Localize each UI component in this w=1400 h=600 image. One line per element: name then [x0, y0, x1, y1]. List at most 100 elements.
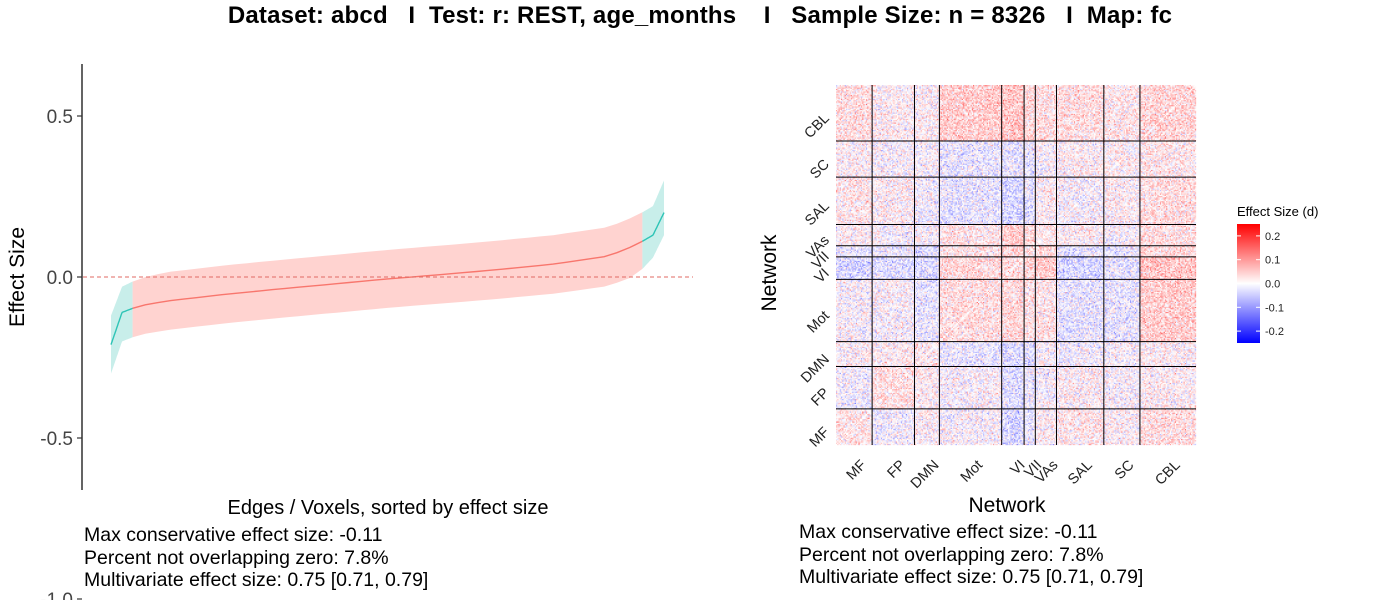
heatmap-cell [836, 441, 837, 442]
heatmap-cell [898, 438, 899, 439]
heatmap-cell [951, 444, 952, 445]
heatmap-cell [962, 441, 963, 442]
heatmap-cell [878, 439, 879, 440]
heatmap-cell [860, 439, 861, 440]
heatmap-cell [917, 438, 918, 439]
heatmap-cell [1098, 441, 1099, 442]
heatmap-cell [924, 440, 925, 441]
heatmap-cell [936, 440, 937, 441]
heatmap-cell [969, 440, 970, 441]
heatmap-cell [1100, 441, 1101, 442]
heatmap-cell [1076, 441, 1077, 442]
heatmap-cell [850, 444, 851, 445]
heatmap-cell [1141, 441, 1142, 442]
heatmap-cell [1109, 444, 1110, 445]
heatmap-cell [876, 443, 877, 444]
heatmap-cell [943, 441, 944, 442]
heatmap-cell [1022, 441, 1023, 442]
heatmap-cell [1063, 441, 1064, 442]
heatmap-cell [929, 443, 930, 444]
heatmap-cell [1084, 444, 1085, 445]
heatmap-cell [897, 441, 898, 442]
heatmap-cell [921, 444, 922, 445]
heatmap-cell [948, 441, 949, 442]
heatmap-cell [995, 440, 996, 441]
heatmap-cell [978, 443, 979, 444]
heatmap-cell [956, 441, 957, 442]
heatmap-cell [909, 444, 910, 445]
heatmap-cell [961, 441, 962, 442]
heatmap-cell [992, 443, 993, 444]
heatmap-cell [1074, 444, 1075, 445]
heatmap-cell [887, 438, 888, 439]
heatmap-cell [1177, 440, 1178, 441]
heatmap-cell [866, 444, 867, 445]
heatmap-cell [988, 439, 989, 440]
heatmap-cell [1165, 443, 1166, 444]
heatmap-cell [1095, 443, 1096, 444]
heatmap-cell [1182, 440, 1183, 441]
heatmap-cell [1069, 440, 1070, 441]
heatmap-cell [865, 439, 866, 440]
heatmap-cell [985, 444, 986, 445]
heatmap-cell [1101, 440, 1102, 441]
heatmap-cell [932, 440, 933, 441]
heatmap-cell [1137, 443, 1138, 444]
heatmap-cell [856, 439, 857, 440]
heatmap-cell [1098, 444, 1099, 445]
heatmap-cell [853, 438, 854, 439]
heatmap-cell [1151, 440, 1152, 441]
heatmap-cell [1177, 441, 1178, 442]
heatmap-cell [963, 443, 964, 444]
heatmap-cell [961, 443, 962, 444]
heatmap-cell [1157, 439, 1158, 440]
heatmap-cell [1191, 444, 1192, 445]
heatmap-cell [972, 441, 973, 442]
heatmap-cell [867, 441, 868, 442]
heatmap-cell [912, 440, 913, 441]
heatmap-cell [921, 441, 922, 442]
heatmap-cell [1027, 444, 1028, 445]
heatmap-cell [1160, 443, 1161, 444]
heatmap-cell [900, 443, 901, 444]
heatmap-cell [1179, 439, 1180, 440]
heatmap-cell [1160, 439, 1161, 440]
heatmap-cell [873, 438, 874, 439]
heatmap-cell [1008, 440, 1009, 441]
heatmap-cell [1043, 440, 1044, 441]
heatmap-cell [1081, 443, 1082, 444]
heatmap-cell [1078, 443, 1079, 444]
heatmap-cell [840, 440, 841, 441]
heatmap-cell [1192, 444, 1193, 445]
heatmap-cell [1065, 444, 1066, 445]
heatmap-cell [887, 444, 888, 445]
heatmap-cell [1007, 441, 1008, 442]
heatmap-cell [1095, 444, 1096, 445]
heatmap-cell [933, 439, 934, 440]
heatmap-cell [942, 438, 943, 439]
heatmap-cell [1054, 439, 1055, 440]
heatmap-cell [1124, 444, 1125, 445]
heatmap-cell [1174, 444, 1175, 445]
heatmap-cell [837, 444, 838, 445]
heatmap-cell [1195, 441, 1196, 442]
heatmap-cell [1189, 443, 1190, 444]
heatmap-cell [933, 444, 934, 445]
heatmap-cell [1180, 441, 1181, 442]
heatmap-cell [1076, 444, 1077, 445]
heatmap-cell [1161, 443, 1162, 444]
heatmap-cell [1177, 439, 1178, 440]
heatmap-cell [867, 438, 868, 439]
heatmap-cell [1004, 444, 1005, 445]
heatmap-cell [974, 444, 975, 445]
heatmap-cell [909, 443, 910, 444]
heatmap-cell [909, 440, 910, 441]
heatmap-cell [1120, 444, 1121, 445]
heatmap-cell [1194, 440, 1195, 441]
heatmap-cell [968, 441, 969, 442]
heatmap-cell [1029, 440, 1030, 441]
heatmap-cell [984, 443, 985, 444]
heatmap-cell [1149, 443, 1150, 444]
heatmap-cell [971, 441, 972, 442]
heatmap-cell [1157, 441, 1158, 442]
